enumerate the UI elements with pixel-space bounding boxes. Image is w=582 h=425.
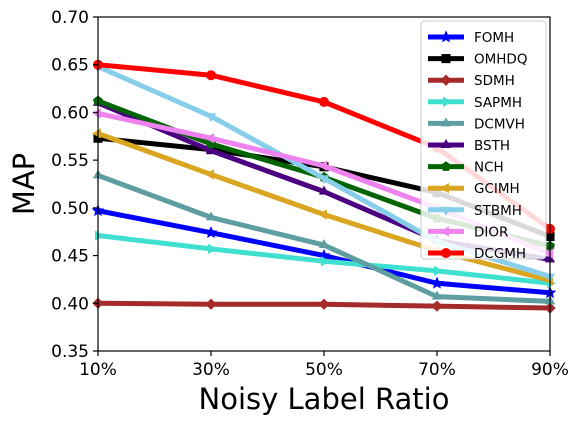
legend-label: DCMVH [474, 116, 525, 132]
data-point [319, 96, 329, 107]
legend-label: SDMH [474, 73, 515, 89]
y-tick-label: 0.55 [51, 151, 89, 171]
legend-item: BSTH [428, 138, 510, 154]
legend-item: STBMH [428, 203, 522, 219]
legend-item: OMHDQ [428, 52, 527, 68]
x-tick-label: 70% [418, 360, 456, 380]
legend-marker [440, 139, 452, 148]
x-axis-ticks: 10% 30% 50% 70% 90% [79, 351, 569, 380]
data-point [318, 209, 327, 220]
y-tick-label: 0.65 [51, 56, 89, 76]
legend-label: GCIMH [474, 181, 520, 197]
legend-marker [440, 226, 449, 237]
y-axis-ticks: 0.35 0.40 0.45 0.50 0.55 0.60 0.65 0.70 [51, 8, 98, 362]
y-tick-label: 0.50 [51, 199, 89, 219]
data-point [205, 113, 217, 123]
data-point [430, 276, 444, 289]
data-point [205, 169, 214, 180]
legend-marker [439, 30, 453, 43]
legend-label: STBMH [474, 203, 522, 219]
data-point [92, 128, 101, 139]
data-point [318, 239, 330, 249]
data-point [318, 185, 330, 195]
y-tick-label: 0.70 [51, 8, 89, 28]
legend-item: DCGMH [428, 246, 526, 262]
data-point [92, 108, 101, 119]
data-point [205, 144, 217, 154]
data-point [206, 70, 216, 81]
data-point [208, 243, 217, 255]
legend-item: GCIMH [428, 181, 520, 197]
y-tick-label: 0.40 [51, 294, 89, 314]
legend-item: NCH [428, 160, 504, 176]
legend-label: SAPMH [474, 95, 522, 111]
data-point [318, 160, 327, 172]
legend-item: DIOR [428, 224, 508, 240]
legend-label: OMHDQ [474, 52, 527, 68]
legend-marker [440, 183, 449, 194]
data-point [204, 225, 218, 239]
data-point [205, 133, 214, 144]
y-tick-label: 0.60 [51, 103, 89, 123]
data-point [321, 256, 330, 267]
series-sdmh [92, 297, 556, 314]
legend: FOMH OMHDQ SDMH SAPMH DCMVH BSTH NCH GCIMH STBMH… [420, 20, 547, 262]
legend-item: DCMVH [428, 116, 525, 132]
x-axis-title: Noisy Label Ratio [199, 382, 450, 416]
legend-label: NCH [474, 160, 504, 176]
legend-label: DCGMH [474, 246, 526, 262]
legend-marker [440, 206, 452, 216]
legend-marker [440, 117, 452, 127]
legend-label: DIOR [474, 224, 508, 240]
data-point [318, 175, 330, 185]
y-axis-title: MAP [7, 153, 41, 215]
x-tick-label: 50% [305, 360, 343, 380]
data-point [431, 300, 443, 312]
x-tick-label: 10% [79, 360, 117, 380]
y-tick-label: 0.45 [51, 247, 89, 267]
legend-item: SDMH [428, 73, 515, 89]
legend-item: FOMH [428, 30, 514, 46]
x-tick-label: 90% [531, 360, 569, 380]
data-point [544, 248, 553, 259]
data-point [205, 298, 217, 310]
data-point [95, 230, 104, 241]
legend-marker [441, 54, 451, 64]
legend-label: FOMH [474, 30, 514, 46]
data-point [205, 211, 217, 221]
x-tick-label: 30% [192, 360, 230, 380]
data-point [434, 265, 443, 276]
legend-marker [441, 248, 451, 258]
legend-marker [440, 161, 452, 171]
data-point [318, 298, 330, 310]
legend-marker [443, 96, 452, 107]
y-tick-label: 0.35 [51, 342, 89, 362]
legend-item: SAPMH [428, 95, 522, 111]
legend-marker [440, 74, 452, 86]
data-point [431, 290, 443, 300]
legend-label: BSTH [474, 138, 510, 154]
